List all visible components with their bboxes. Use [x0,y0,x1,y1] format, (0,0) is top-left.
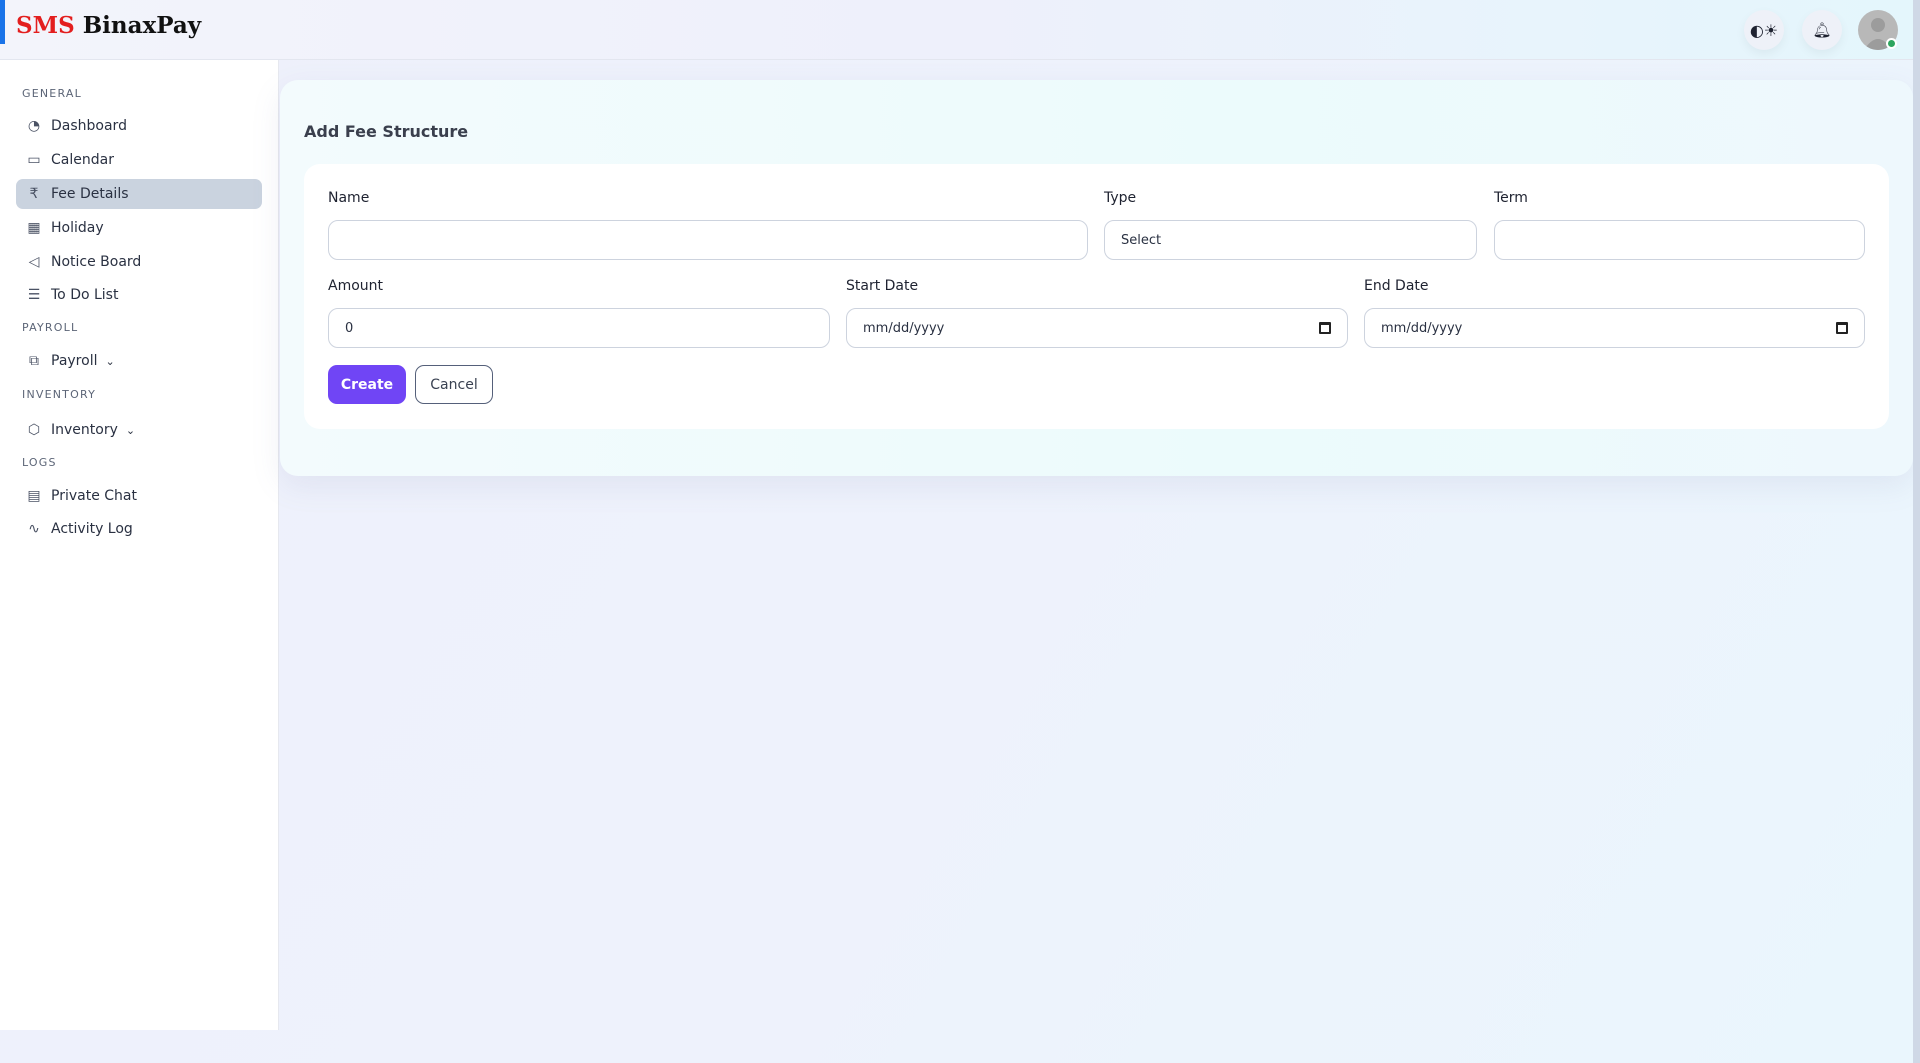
calendar-picker-icon[interactable] [1319,322,1331,334]
sidebar-item-dashboard[interactable]: ◔ Dashboard [27,118,127,134]
theme-toggle-icon: ◐☀ [1749,20,1779,40]
brand-logo[interactable]: SMS BinaxPay [16,12,202,39]
sidebar-item-fee-details[interactable]: ₹ Fee Details [16,179,262,209]
sidebar-item-inventory[interactable]: ⬡ Inventory ⌄ [27,422,136,438]
page-title: Add Fee Structure [304,122,469,141]
user-silhouette-icon [1864,18,1892,50]
page-scrollbar[interactable] [1913,0,1920,1063]
term-label: Term [1494,190,1528,206]
sidebar-item-activity-log[interactable]: ∿ Activity Log [16,514,262,544]
amount-input[interactable]: 0 [328,308,830,348]
payroll-icon: ⧉ [29,353,39,369]
sidebar-item-holiday[interactable]: ▦ Holiday [27,220,104,236]
online-status-dot [1886,38,1897,49]
sidebar-item-todo-list[interactable]: ☰ To Do List [27,287,119,303]
cancel-button[interactable]: Cancel [415,365,493,404]
box-icon: ⬡ [27,422,41,438]
chevron-down-icon: ⌄ [125,423,136,437]
start-date-input[interactable]: mm/dd/yyyy [846,308,1348,348]
sidebar-item-calendar[interactable]: ▭ Calendar [27,152,114,168]
name-label: Name [328,190,370,206]
section-payroll: PAYROLL [22,321,79,334]
sidebar-item-private-chat[interactable]: ▤ Private Chat [27,488,137,504]
notifications-button[interactable]: 🔔︎ [1802,10,1842,50]
form-card [304,164,1889,429]
start-date-label: Start Date [846,278,919,294]
calendar-picker-icon[interactable] [1836,322,1848,334]
sidebar-item-notice-board[interactable]: ◁ Notice Board [16,247,262,277]
rupee-icon: ₹ [29,186,39,202]
amount-label: Amount [328,278,384,294]
create-button[interactable]: Create [328,365,406,404]
top-header: SMS BinaxPay ◐☀ 🔔︎ [0,0,1913,60]
calendar-days-icon: ▦ [27,220,41,236]
sidebar-item-payroll[interactable]: ⧉ Payroll ⌄ [16,346,262,376]
calendar-icon: ▭ [27,152,41,168]
name-input[interactable] [328,220,1088,260]
section-logs: LOGS [22,456,57,469]
chevron-down-icon: ⌄ [105,354,115,368]
end-date-input[interactable]: mm/dd/yyyy [1364,308,1865,348]
type-select[interactable]: Select [1104,220,1477,260]
activity-icon: ∿ [28,521,40,537]
avatar[interactable] [1858,10,1898,50]
sidebar: GENERAL ◔ Dashboard ▭ Calendar ₹ Fee Detail… [0,60,279,1030]
section-general: GENERAL [22,87,82,100]
chat-icon: ▤ [27,488,41,504]
brand-accent-bar [0,0,5,44]
gauge-icon: ◔ [27,118,41,134]
megaphone-icon: ◁ [28,254,40,270]
type-label: Type [1104,190,1137,206]
end-date-label: End Date [1364,278,1429,294]
term-input[interactable] [1494,220,1865,260]
bell-icon: 🔔︎ [1812,21,1832,39]
section-inventory: INVENTORY [22,388,97,401]
theme-toggle-button[interactable]: ◐☀ [1744,10,1784,50]
list-icon: ☰ [27,287,41,303]
